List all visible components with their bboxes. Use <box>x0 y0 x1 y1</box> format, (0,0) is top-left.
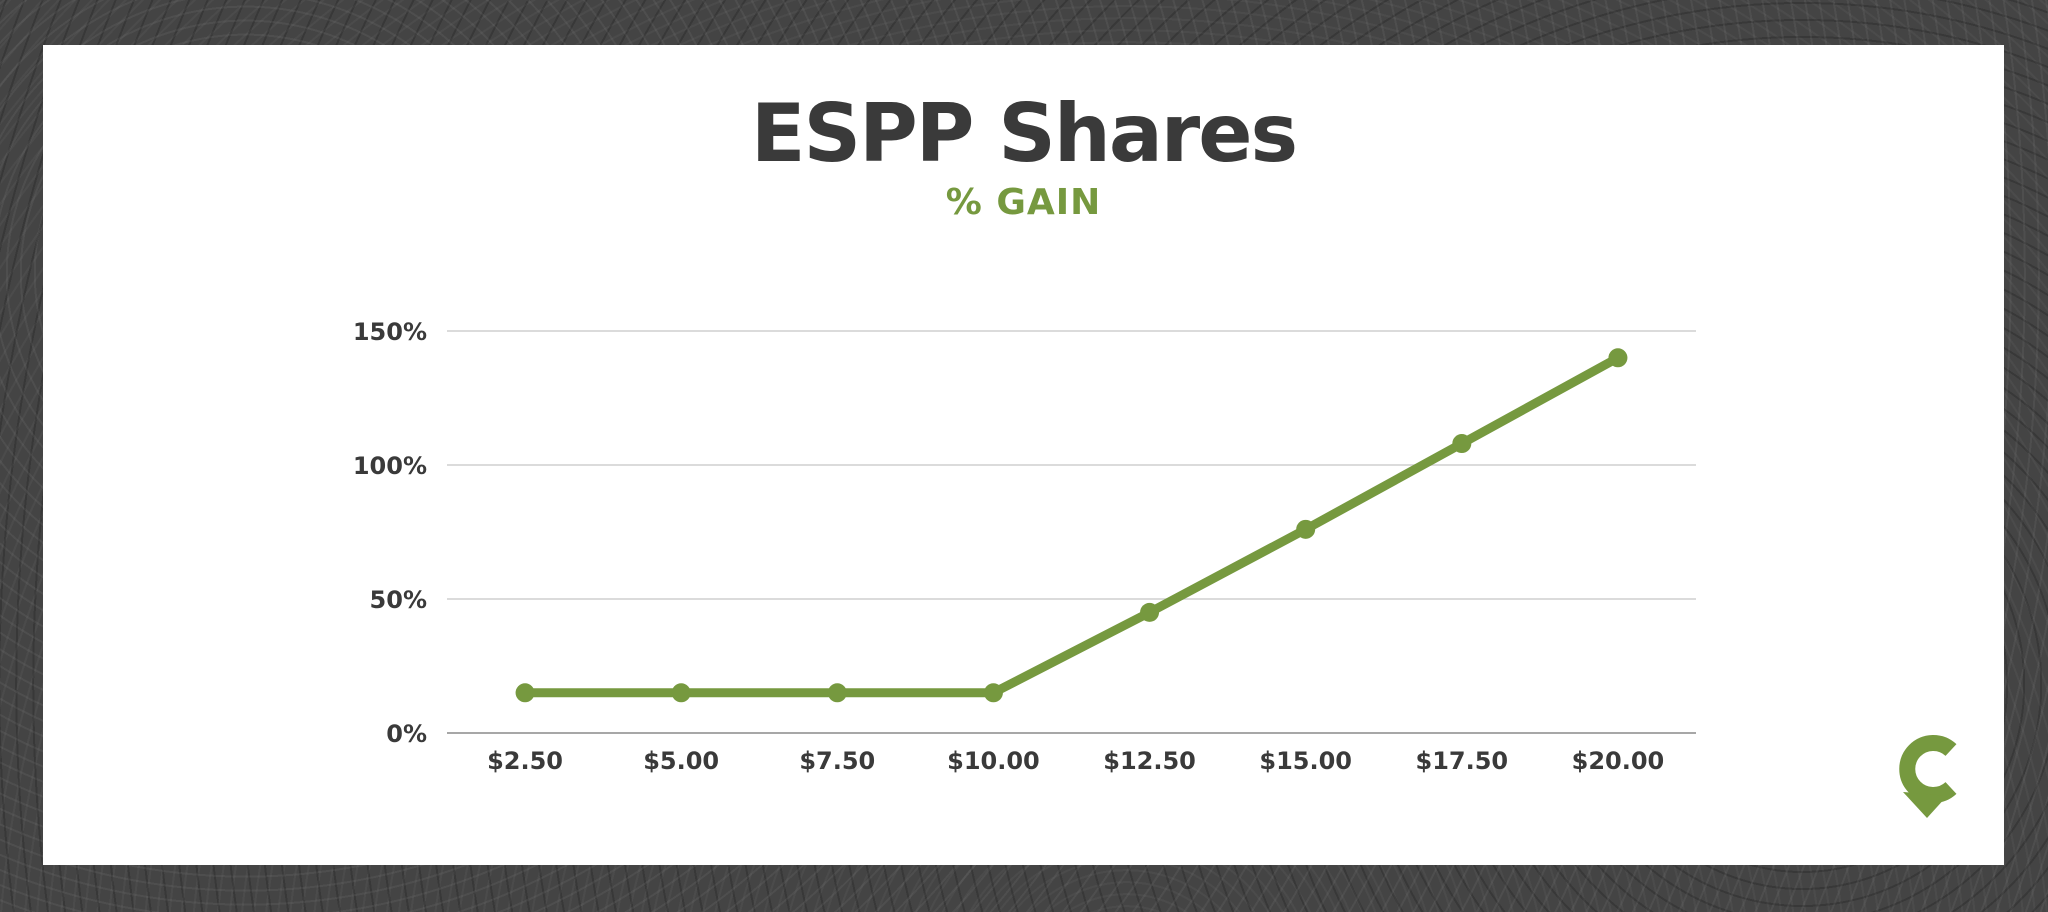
x-tick-label: $15.00 <box>1259 747 1352 775</box>
series-layer <box>515 348 1628 703</box>
data-point <box>827 683 847 703</box>
x-tick-label: $20.00 <box>1572 747 1665 775</box>
y-axis-ticks: 0% 50% 100% 150% <box>353 318 427 748</box>
brand-logo-icon <box>1893 730 1957 824</box>
y-tick-label: 0% <box>386 720 427 748</box>
data-point <box>983 683 1003 703</box>
y-tick-label: 100% <box>353 452 427 480</box>
data-point <box>1296 519 1316 539</box>
data-point <box>1140 602 1160 622</box>
data-point <box>671 683 691 703</box>
x-tick-label: $10.00 <box>947 747 1040 775</box>
x-tick-label: $12.50 <box>1103 747 1196 775</box>
chart-subtitle: % GAIN <box>945 182 1102 223</box>
chart-title: ESPP Shares <box>750 87 1298 180</box>
y-tick-label: 150% <box>353 318 427 346</box>
y-tick-label: 50% <box>370 586 427 614</box>
x-tick-label: $2.50 <box>487 747 563 775</box>
x-tick-label: $5.00 <box>643 747 719 775</box>
x-tick-label: $7.50 <box>799 747 875 775</box>
grid-lines <box>447 330 1696 734</box>
chart-card: ESPP Shares % GAIN 0% 50% 100% 150% $2.50 $5… <box>43 45 2004 865</box>
data-point <box>1608 348 1628 368</box>
x-tick-label: $17.50 <box>1416 747 1509 775</box>
line-chart: 0% 50% 100% 150% $2.50 $5.00 $7.50 $10.00 $12.5… <box>353 318 1696 775</box>
data-point <box>1452 434 1472 454</box>
series-line <box>520 353 1623 698</box>
x-axis-ticks: $2.50 $5.00 $7.50 $10.00 $12.50 $15.00 $17.50 $… <box>487 747 1664 775</box>
data-point <box>515 683 535 703</box>
